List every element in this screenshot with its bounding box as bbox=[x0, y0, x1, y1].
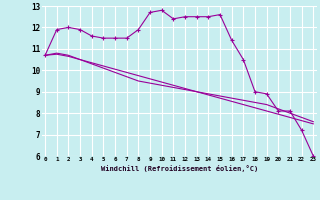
X-axis label: Windchill (Refroidissement éolien,°C): Windchill (Refroidissement éolien,°C) bbox=[100, 165, 258, 172]
